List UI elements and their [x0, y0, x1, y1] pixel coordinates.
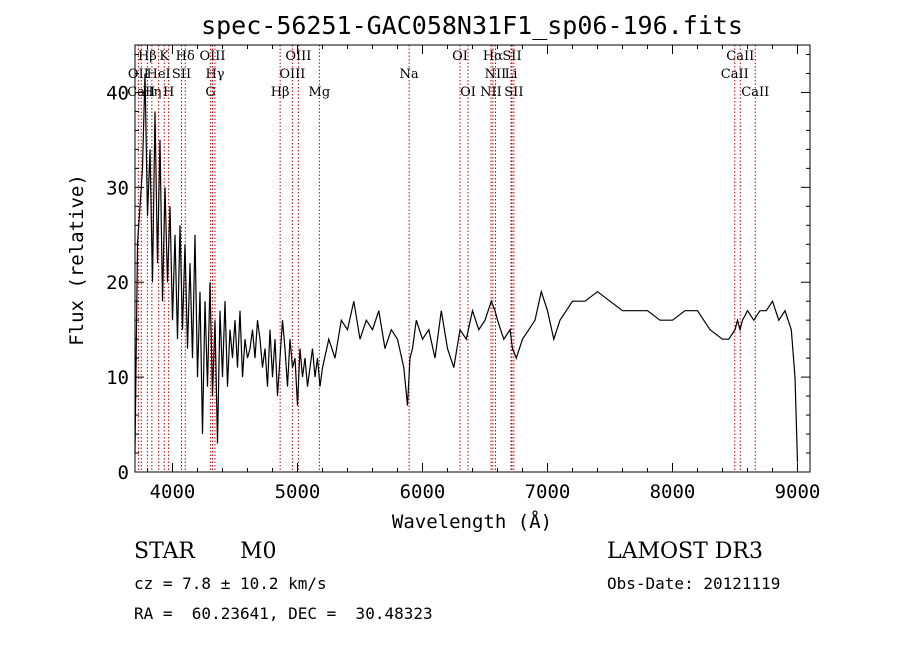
line-label-25: NII — [480, 85, 502, 100]
line-label-1: K — [159, 49, 169, 64]
line-label-16: Li — [505, 67, 518, 82]
line-label-2: Hδ — [176, 49, 195, 64]
axis-ticks: 4000 5000 6000 7000 8000 9000 0 10 20 30 40 — [106, 45, 820, 503]
x-axis-label: Wavelength (Å) — [392, 510, 552, 533]
x-tick-label-4: 8000 — [650, 481, 696, 503]
line-label-27: CaII — [741, 85, 769, 100]
line-label-4: OIII — [285, 49, 311, 64]
line-label-13: OIII — [279, 67, 305, 82]
y-tick-label-4: 40 — [106, 82, 129, 104]
x-tick-label-5: 9000 — [775, 481, 821, 503]
line-label-24: OI — [460, 85, 476, 100]
line-label-19: Hη — [142, 85, 161, 100]
line-label-21: G — [205, 85, 215, 100]
obs-date: Obs-Date: 20121119 — [607, 574, 781, 593]
line-label-11: SII — [172, 67, 191, 82]
plot-frame — [134, 44, 811, 473]
line-label-7: SII — [502, 49, 521, 64]
line-label-8: CaII — [726, 49, 754, 64]
x-tick-label-3: 7000 — [525, 481, 571, 503]
y-axis-label: Flux (relative) — [66, 174, 88, 346]
x-tick-label-2: 6000 — [400, 481, 446, 503]
line-label-26: SII — [504, 85, 523, 100]
survey-name: LAMOST DR3 — [607, 539, 763, 564]
redshift-text: cz = 7.8 ± 10.2 km/s — [134, 574, 327, 593]
object-subclass: M0 — [240, 539, 277, 564]
x-tick-label-0: 4000 — [150, 481, 196, 503]
chart-title: spec-56251-GAC058N31F1_sp06-196.fits — [201, 11, 743, 40]
line-label-0: Hβ — [138, 49, 157, 64]
line-label-6: Hα — [483, 49, 503, 64]
line-markers — [137, 45, 756, 472]
line-label-3: OIII — [199, 49, 225, 64]
line-label-17: CaII — [721, 67, 749, 82]
x-tick-label-1: 5000 — [275, 481, 321, 503]
y-tick-label-3: 30 — [106, 177, 129, 199]
line-label-23: Mg — [309, 85, 331, 100]
line-label-9: OII — [128, 67, 149, 82]
object-class: STAR — [134, 539, 195, 564]
y-tick-label-0: 0 — [118, 462, 129, 484]
line-label-15: NII — [485, 67, 507, 82]
line-label-14: Na — [400, 67, 419, 82]
y-tick-label-1: 10 — [106, 367, 129, 389]
line-label-22: Hβ — [271, 85, 290, 100]
line-label-10: HeI — [147, 67, 171, 82]
line-label-20: H — [163, 85, 174, 100]
spectrum-line — [134, 73, 799, 463]
coordinates-text: RA = 60.23641, DEC = 30.48323 — [134, 604, 433, 623]
line-label-5: OI — [452, 49, 468, 64]
line-label-12: Hγ — [205, 67, 224, 82]
y-tick-label-2: 20 — [106, 272, 129, 294]
